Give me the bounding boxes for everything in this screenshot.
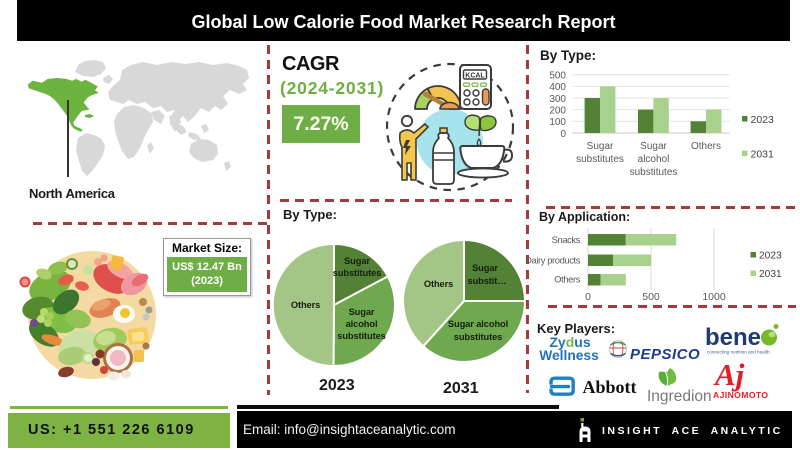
svg-text:2023: 2023 [759,251,782,262]
svg-text:Ingredion: Ingredion [647,388,712,405]
svg-text:500: 500 [642,291,660,303]
svg-text:substitutes: substitutes [333,268,382,278]
svg-text:Sugar: Sugar [472,263,498,273]
svg-text:bene: bene [705,324,761,351]
svg-text:Wellness: Wellness [539,348,599,363]
svg-text:PEPSICO: PEPSICO [630,346,700,363]
svg-text:Others: Others [291,300,320,310]
svg-text:400: 400 [549,82,566,93]
svg-text:2031: 2031 [759,269,782,280]
svg-text:connecting nutrition and healt: connecting nutrition and health [707,350,770,355]
svg-text:500: 500 [549,71,566,82]
svg-text:Snacks: Snacks [552,234,581,245]
svg-text:substitutes: substitutes [337,331,386,341]
svg-text:2031: 2031 [751,149,775,161]
svg-text:alcohol: alcohol [346,319,378,329]
svg-text:2023: 2023 [751,114,775,126]
svg-text:0: 0 [585,291,591,303]
svg-text:Aj: Aj [713,357,745,392]
svg-text:KCAL: KCAL [465,73,485,80]
svg-text:Sugar alcohol: Sugar alcohol [448,319,508,329]
svg-text:substitutes: substitutes [576,154,624,165]
svg-text:alcohol: alcohol [638,154,670,165]
svg-text:0: 0 [560,129,566,140]
svg-text:Sugar: Sugar [344,256,370,266]
svg-text:substitutes: substitutes [454,332,503,342]
svg-text:Abbott: Abbott [583,377,637,397]
svg-text:AJINOMOTO: AJINOMOTO [713,390,769,400]
svg-text:Sugar: Sugar [587,141,614,152]
svg-text:1000: 1000 [702,291,726,303]
svg-text:Dairy products: Dairy products [525,255,581,266]
svg-text:Zydus: Zydus [549,334,590,350]
svg-text:Others: Others [691,141,721,152]
svg-text:substitutes: substitutes [630,167,678,178]
svg-text:Others: Others [424,279,453,289]
svg-text:substit…: substit… [468,276,507,286]
svg-text:200: 200 [549,106,566,117]
svg-text:Others: Others [554,274,580,285]
svg-text:Sugar: Sugar [640,141,667,152]
svg-text:100: 100 [549,117,566,128]
svg-text:Sugar: Sugar [349,307,375,317]
svg-text:300: 300 [549,94,566,105]
